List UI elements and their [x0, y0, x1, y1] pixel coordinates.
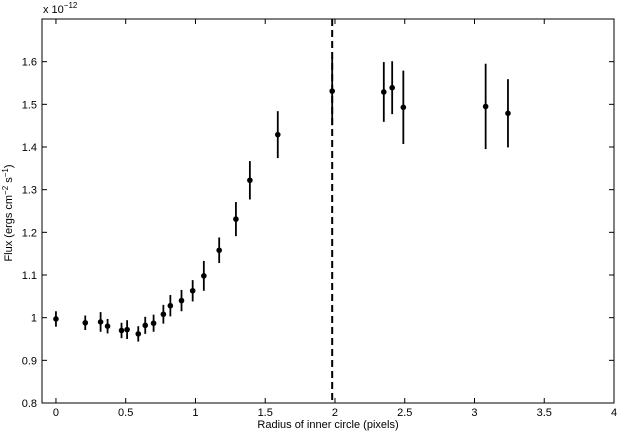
x-tick-label: 1 [192, 407, 198, 419]
x-tick-label: 2.5 [397, 407, 412, 419]
data-point [189, 287, 196, 294]
tick-labels: 0 0.5 1 1.5 2 2.5 3 3.5 4 0.8 0.9 1 1.1 1.2 1.3 1.4 1.5 1… [22, 57, 617, 419]
data-point [53, 316, 59, 322]
y-tick-label: 1 [31, 313, 37, 325]
y-tick-label: 1.5 [22, 99, 37, 111]
y-tick-label: 0.8 [22, 398, 37, 410]
x-axis-label: Radius of inner circle (pixels) [257, 419, 398, 431]
data-point [142, 322, 149, 329]
x-tick-label: 0.5 [118, 407, 133, 419]
x-tick-label: 0 [53, 407, 59, 419]
y-tick-label: 1.2 [22, 227, 37, 239]
y-multiplier-exp: −12 [64, 1, 78, 10]
y-tick-label: 0.9 [22, 355, 37, 367]
plot-axes [41, 18, 615, 404]
data-point [97, 319, 104, 325]
data-point [160, 311, 167, 318]
data-points [53, 56, 511, 342]
y-multiplier-base: x 10 [43, 4, 64, 16]
data-point [274, 131, 281, 138]
plot-frame [41, 18, 615, 404]
x-tick-label: 4 [611, 407, 617, 419]
data-point [233, 216, 239, 222]
data-point [505, 110, 511, 117]
data-point [381, 89, 387, 95]
y-axis-label-end: ) [3, 164, 15, 168]
data-point [400, 104, 407, 111]
data-point [167, 302, 174, 309]
y-axis-label-mid: s [3, 177, 15, 186]
y-axis-label: Flux (ergs cm−2 s−1) [1, 164, 15, 261]
data-point [118, 327, 125, 334]
data-point [135, 331, 142, 337]
data-point [124, 326, 130, 333]
x-tick-label: 3 [471, 407, 477, 419]
y-multiplier: x 10−12 [43, 1, 78, 16]
x-tick-label: 1.5 [258, 407, 273, 419]
x-tick-label: 2 [332, 407, 338, 419]
data-point [482, 103, 489, 110]
data-point [216, 247, 222, 254]
data-point [178, 297, 185, 304]
y-axis-label-exp2: −1 [1, 168, 10, 178]
data-point [247, 177, 253, 184]
y-axis-label-text: Flux (ergs cm [3, 195, 15, 262]
x-tick-label: 3.5 [537, 407, 552, 419]
y-tick-label: 1.6 [22, 57, 37, 69]
data-point [82, 319, 89, 326]
data-point [201, 273, 207, 279]
data-point [389, 84, 395, 91]
y-axis-label-exp1: −2 [1, 185, 10, 195]
data-point [150, 320, 157, 327]
y-tick-label: 1.4 [22, 142, 37, 154]
y-tick-label: 1.3 [22, 185, 37, 197]
y-tick-label: 1.1 [22, 270, 37, 282]
data-point [104, 323, 111, 330]
data-point [329, 88, 335, 94]
